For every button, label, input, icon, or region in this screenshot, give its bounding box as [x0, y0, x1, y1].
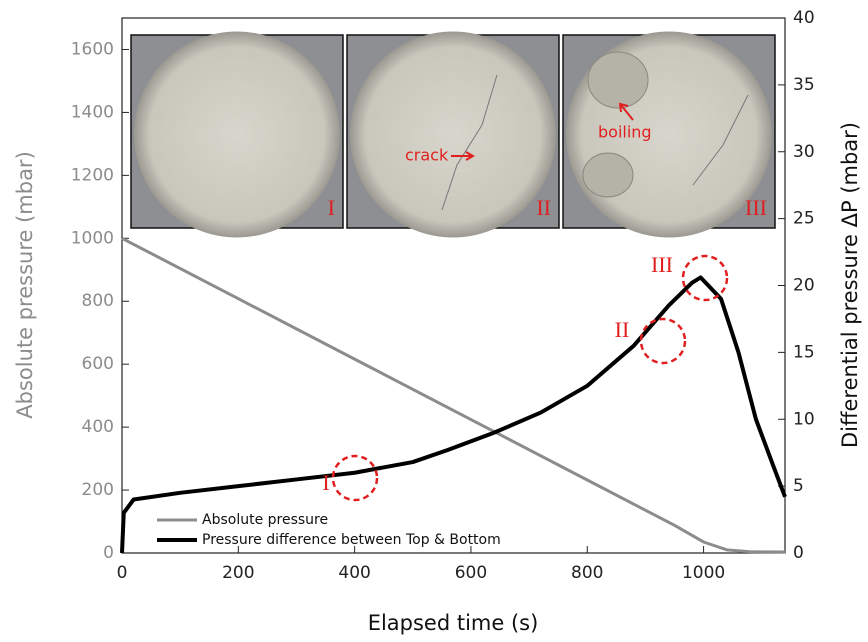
series-line [120, 275, 787, 554]
y2-tick-label: 15 [793, 342, 815, 362]
annotation-circle [331, 454, 379, 502]
arrow [618, 102, 634, 121]
x-tick-label: 600 [455, 563, 487, 583]
x-tick-label: 800 [571, 563, 603, 583]
y-tick-label: 200 [82, 480, 114, 500]
y-tick-label: 800 [82, 291, 114, 311]
y2-tick-label: 30 [793, 142, 815, 162]
legend-label: Absolute pressure [202, 512, 328, 528]
y2-tick-label: 20 [793, 276, 815, 296]
boiling-spot [582, 152, 634, 198]
dish [134, 31, 340, 238]
series-line [121, 236, 786, 554]
y2-tick-label: 25 [793, 209, 815, 229]
y2-tick-label: 5 [793, 476, 804, 496]
x-tick-label: 200 [222, 563, 254, 583]
y-axis-label: Absolute pressure (mbar) [13, 151, 37, 419]
inset-note: crack [405, 146, 449, 165]
plot-area: 0 200 400 600 800 100002004006008001000120014… [71, 8, 815, 583]
y-tick-label: 1000 [71, 228, 114, 248]
y-tick-label: 0 [103, 543, 114, 563]
y-tick-label: 400 [82, 417, 114, 437]
annotation-label: II [615, 317, 630, 342]
x-tick-label: 0 [117, 563, 128, 583]
x-tick-label: 400 [338, 563, 370, 583]
dish [350, 31, 556, 238]
annotation-label: I [322, 470, 329, 495]
y-tick-label: 1600 [71, 39, 114, 59]
y2-tick-label: 0 [793, 543, 804, 563]
legend-label: Pressure difference between Top & Bottom [202, 532, 501, 548]
y2-tick-label: 35 [793, 75, 815, 95]
x-axis-label: Elapsed time (s) [368, 611, 539, 635]
annotation-circle [639, 317, 687, 365]
x-tick-label: 1000 [682, 563, 725, 583]
inset-label: I [328, 195, 335, 220]
y-tick-label: 1400 [71, 102, 114, 122]
y2-tick-label: 10 [793, 409, 815, 429]
y2-axis-label: Differential pressure ΔP (mbar) [838, 122, 862, 448]
annotation-circle [681, 254, 729, 302]
y-tick-label: 600 [82, 354, 114, 374]
annotation-label: III [651, 252, 673, 277]
crack [692, 94, 749, 186]
arrow [451, 151, 476, 161]
inset-label: II [536, 195, 551, 220]
boiling-spot [587, 51, 649, 109]
inset-label: III [745, 195, 767, 220]
crack [441, 74, 498, 211]
inset-note: boiling [598, 123, 652, 142]
y2-tick-label: 40 [793, 8, 815, 28]
y-tick-label: 1200 [71, 165, 114, 185]
